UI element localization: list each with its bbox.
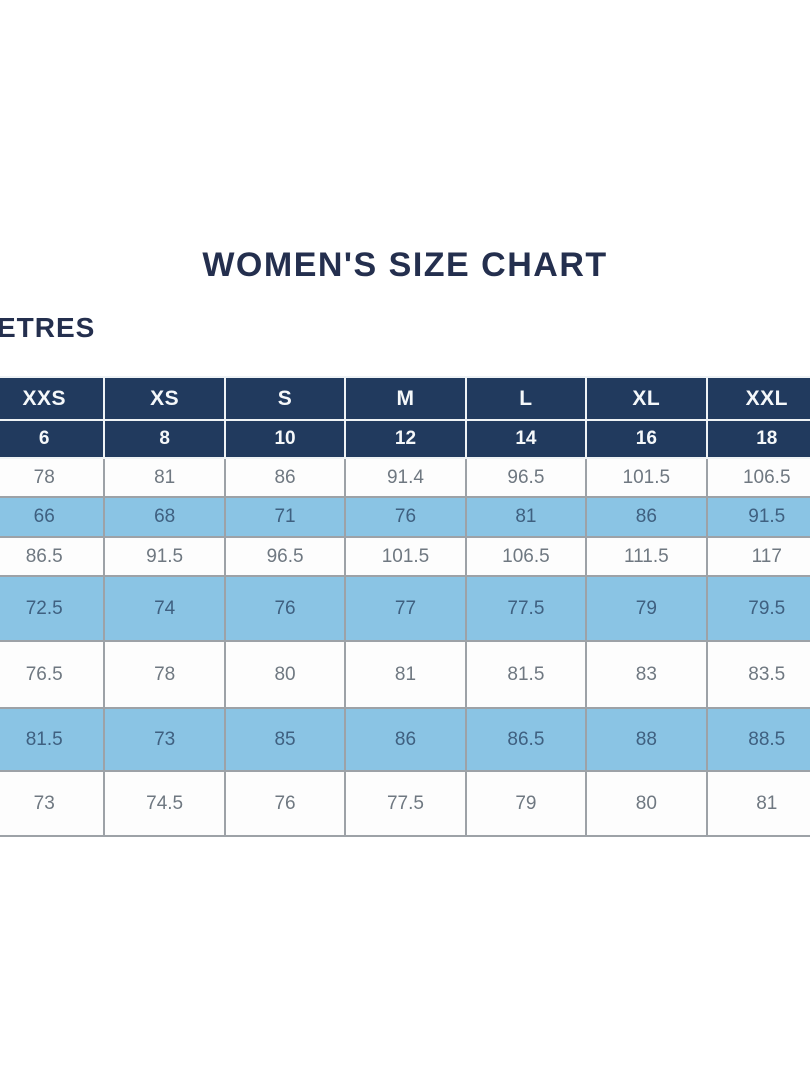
size-value-cell: 78 — [103, 640, 226, 709]
size-table-body: 78 81 86 91.4 96.5 101.5 106.5 66 68 71 … — [0, 457, 810, 837]
table-row: 86.5 91.5 96.5 101.5 106.5 111.5 117 — [0, 536, 810, 577]
size-number-header: 12 — [344, 419, 467, 459]
size-value-cell: 101.5 — [344, 536, 467, 577]
size-value-cell: 88 — [585, 707, 708, 772]
size-number-header: 8 — [103, 419, 226, 459]
size-value-cell: 77.5 — [344, 770, 467, 837]
size-column-header: S — [223, 376, 347, 421]
table-row: 73 74.5 76 77.5 79 80 81 — [0, 770, 810, 837]
size-value-cell: 91.5 — [705, 496, 810, 538]
size-value-cell: 81 — [103, 457, 226, 498]
page-title: WOMEN'S SIZE CHART — [202, 246, 608, 284]
size-value-cell: 74 — [103, 575, 226, 642]
size-value-cell: 86 — [344, 707, 467, 772]
size-value-cell: 91.5 — [103, 536, 226, 577]
table-row: 76.5 78 80 81 81.5 83 83.5 — [0, 640, 810, 709]
size-value-cell: 86.5 — [0, 536, 106, 577]
size-value-cell: 76.5 — [0, 640, 106, 709]
size-value-cell: 106.5 — [464, 536, 588, 577]
size-value-cell: 106.5 — [705, 457, 810, 498]
size-value-cell: 72.5 — [0, 575, 106, 642]
size-number-row: 6 8 10 12 14 16 18 — [0, 419, 810, 459]
size-value-cell: 71 — [223, 496, 347, 538]
size-value-cell: 81 — [705, 770, 810, 837]
size-value-cell: 83.5 — [705, 640, 810, 709]
size-value-cell: 81 — [344, 640, 467, 709]
size-number-header: 18 — [705, 419, 810, 459]
unit-label: ETRES — [0, 312, 96, 343]
size-value-cell: 79 — [585, 575, 708, 642]
size-column-header: XS — [103, 376, 226, 421]
size-value-cell: 81.5 — [0, 707, 106, 772]
size-table-header: XXS XS S M L XL XXL 6 8 10 12 14 16 18 — [0, 376, 810, 459]
size-value-cell: 86.5 — [464, 707, 588, 772]
size-value-cell: 66 — [0, 496, 106, 538]
size-value-cell: 91.4 — [344, 457, 467, 498]
size-value-cell: 78 — [0, 457, 106, 498]
size-column-header: M — [344, 376, 467, 421]
size-column-header: XXL — [705, 376, 810, 421]
table-row: 66 68 71 76 81 86 91.5 — [0, 496, 810, 538]
size-value-cell: 68 — [103, 496, 226, 538]
size-value-cell: 79 — [464, 770, 588, 837]
size-value-cell: 80 — [223, 640, 347, 709]
size-value-cell: 81.5 — [464, 640, 588, 709]
size-number-header: 16 — [585, 419, 708, 459]
size-value-cell: 86 — [585, 496, 708, 538]
size-value-cell: 73 — [0, 770, 106, 837]
size-value-cell: 85 — [223, 707, 347, 772]
size-column-header: XL — [585, 376, 708, 421]
size-value-cell: 111.5 — [585, 536, 708, 577]
size-value-cell: 101.5 — [585, 457, 708, 498]
size-value-cell: 83 — [585, 640, 708, 709]
size-column-header: XXS — [0, 376, 106, 421]
table-row: 78 81 86 91.4 96.5 101.5 106.5 — [0, 457, 810, 498]
size-value-cell: 96.5 — [223, 536, 347, 577]
table-row: 72.5 74 76 77 77.5 79 79.5 — [0, 575, 810, 642]
size-table: XXS XS S M L XL XXL 6 8 10 12 14 16 18 7… — [0, 376, 810, 837]
size-value-cell: 88.5 — [705, 707, 810, 772]
size-number-header: 14 — [464, 419, 588, 459]
size-number-header: 10 — [223, 419, 347, 459]
size-value-cell: 77.5 — [464, 575, 588, 642]
size-value-cell: 86 — [223, 457, 347, 498]
size-value-cell: 73 — [103, 707, 226, 772]
size-number-header: 6 — [0, 419, 106, 459]
table-row: 81.5 73 85 86 86.5 88 88.5 — [0, 707, 810, 772]
size-value-cell: 117 — [705, 536, 810, 577]
size-label-row: XXS XS S M L XL XXL — [0, 376, 810, 421]
size-value-cell: 76 — [223, 575, 347, 642]
size-value-cell: 76 — [344, 496, 467, 538]
size-column-header: L — [464, 376, 588, 421]
size-value-cell: 96.5 — [464, 457, 588, 498]
size-value-cell: 80 — [585, 770, 708, 837]
size-value-cell: 76 — [223, 770, 347, 837]
size-value-cell: 81 — [464, 496, 588, 538]
size-value-cell: 74.5 — [103, 770, 226, 837]
size-value-cell: 79.5 — [705, 575, 810, 642]
size-value-cell: 77 — [344, 575, 467, 642]
